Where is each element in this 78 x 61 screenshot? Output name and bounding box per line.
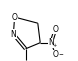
Text: N: N [48, 38, 54, 47]
Text: +: + [52, 43, 57, 48]
Text: N: N [11, 30, 16, 39]
Text: O: O [52, 50, 58, 59]
Text: −: − [58, 51, 63, 56]
Text: O: O [52, 25, 58, 34]
Text: O: O [12, 13, 18, 22]
